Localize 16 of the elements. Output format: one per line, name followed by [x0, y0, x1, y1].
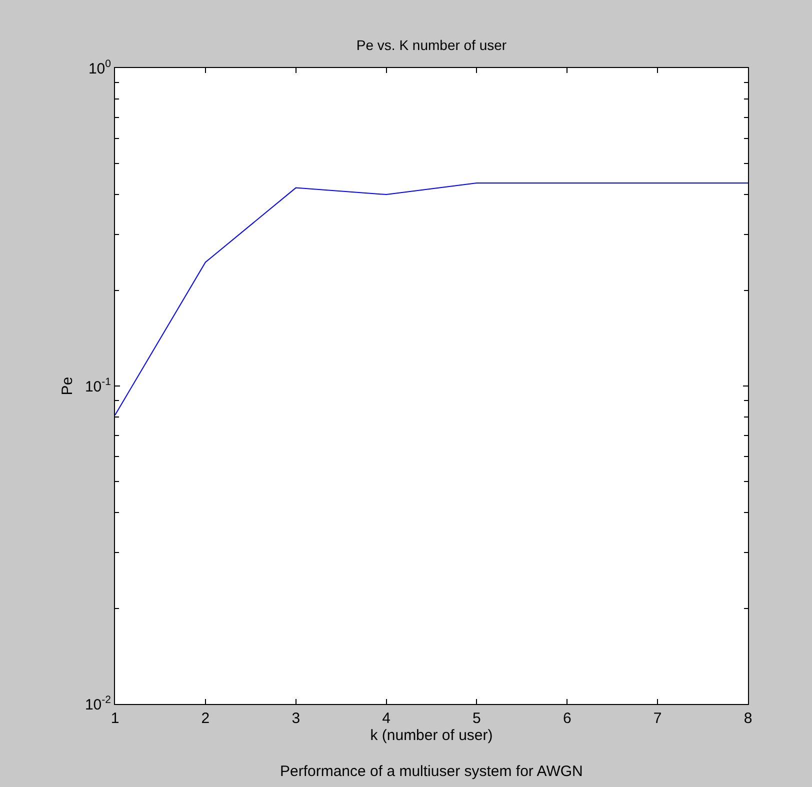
x-tick-label: 6 — [562, 710, 572, 727]
x-tick-label: 4 — [382, 710, 390, 727]
chart-title: Pe vs. K number of user — [356, 36, 507, 53]
x-tick-label: 3 — [292, 710, 300, 727]
x-tick-label: 5 — [472, 710, 481, 727]
x-axis-title: k (number of user) — [370, 727, 493, 744]
y-tick-label: 10$^{-2}$ — [84, 694, 112, 714]
y-tick-label: 10$^{0}$ — [88, 58, 112, 78]
x-tick-label: 1 — [110, 710, 120, 727]
x-tick-label: 2 — [201, 710, 210, 727]
line-series — [115, 182, 748, 416]
y-axis-title: Pe — [59, 376, 76, 396]
text: Performance of a multiuser system for AWGN — [280, 763, 583, 780]
y-tick-label: 10$^{-1}$ — [84, 376, 112, 396]
x-tick-label: 7 — [653, 710, 662, 727]
x-tick-label: 8 — [744, 710, 752, 727]
